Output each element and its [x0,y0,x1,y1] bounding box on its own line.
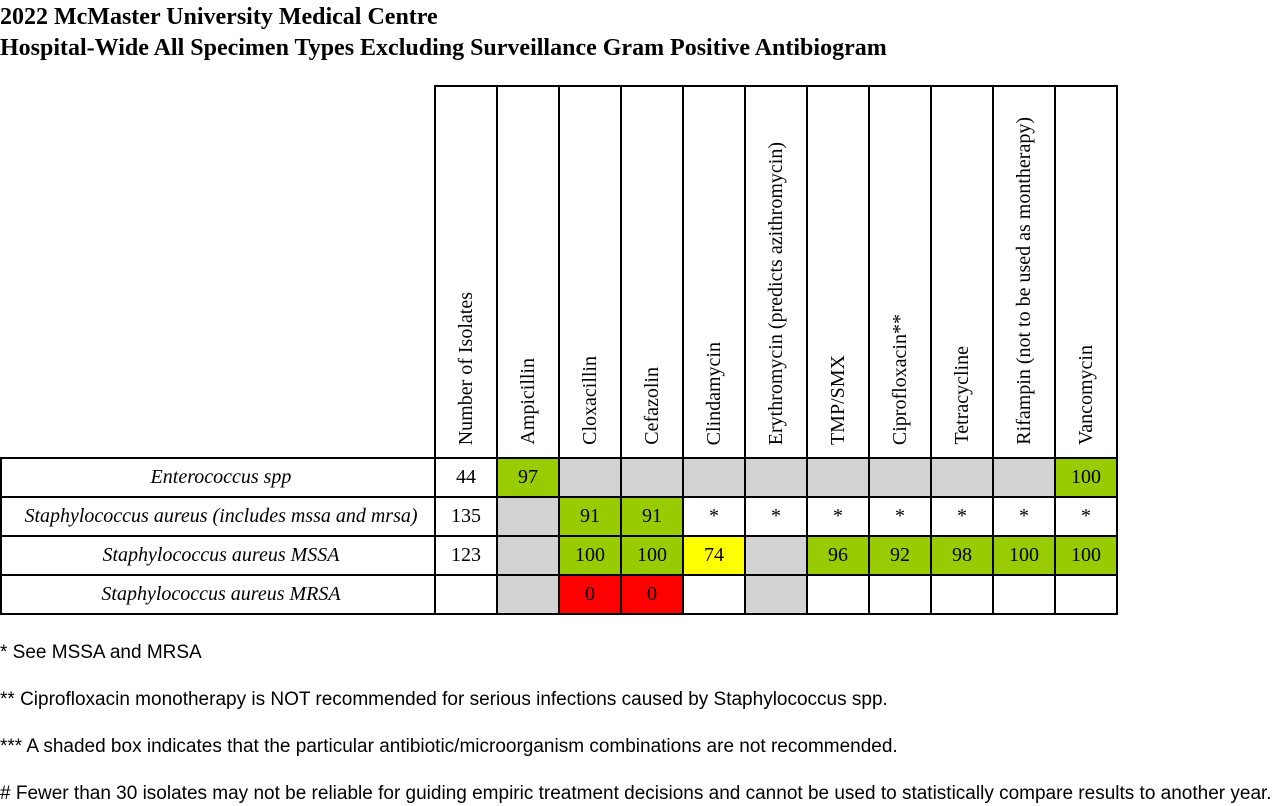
table-cell: 100 [1054,535,1118,576]
table-cell: 0 [558,574,622,615]
table-cell [496,574,560,615]
table-cell: 0 [620,574,684,615]
column-header-label: Clindamycin [703,341,725,445]
table-cell: 91 [558,496,622,537]
organism-name: Staphylococcus aureus (includes mssa and… [0,496,436,537]
column-header: Ciprofloxacin** [868,85,932,459]
table-cell: 100 [620,535,684,576]
table-row: Staphylococcus aureus MSSA 123 100 100 7… [0,535,1118,576]
column-header-label: Cefazolin [641,367,663,445]
table-cell [620,457,684,498]
table-cell: 100 [1054,457,1118,498]
column-header: TMP/SMX [806,85,870,459]
column-header: Cefazolin [620,85,684,459]
column-header-label: Erythromycin (predicts azithromycin) [765,141,787,445]
column-header-label: Cloxacillin [579,356,601,445]
table-cell: * [992,496,1056,537]
column-header-label: Number of Isolates [455,291,477,445]
organism-name: Enterococcus spp [0,457,436,498]
column-header: Cloxacillin [558,85,622,459]
footnote-see-mssa-mrsa: * See MSSA and MRSA [0,642,202,663]
table-cell [868,574,932,615]
column-header-label: Ampicillin [517,358,539,445]
table-cell [992,457,1056,498]
table-cell [682,457,746,498]
column-header: Erythromycin (predicts azithromycin) [744,85,808,459]
column-header: Vancomycin [1054,85,1118,459]
table-cell: * [806,496,870,537]
footnote-shaded-box: *** A shaded box indicates that the part… [0,736,898,757]
column-header: Ampicillin [496,85,560,459]
table-cell [930,574,994,615]
table-cell [496,535,560,576]
page-subtitle: Hospital-Wide All Specimen Types Excludi… [0,35,887,61]
table-cell: * [930,496,994,537]
table-cell: * [868,496,932,537]
table-cell [930,457,994,498]
column-header-label: Tetracycline [951,346,973,445]
table-row: Staphylococcus aureus MRSA 0 0 [0,574,1118,615]
table-cell: 74 [682,535,746,576]
header-row: Number of Isolates Ampicillin Cloxacilli… [1,85,1118,459]
table-cell [744,457,808,498]
table-cell: 123 [434,535,498,576]
table-cell: * [1054,496,1118,537]
table-cell: * [744,496,808,537]
organism-name: Staphylococcus aureus MSSA [0,535,436,576]
table-cell [682,574,746,615]
table-cell: 91 [620,496,684,537]
table-cell: 92 [868,535,932,576]
column-header-label: Vancomycin [1075,345,1097,445]
table-cell: * [682,496,746,537]
footnote-ciprofloxacin: ** Ciprofloxacin monotherapy is NOT reco… [0,689,888,710]
table-cell [806,574,870,615]
column-header: Clindamycin [682,85,746,459]
table-cell: 100 [992,535,1056,576]
table-cell: 97 [496,457,560,498]
table-cell [806,457,870,498]
antibiogram-table: Number of Isolates Ampicillin Cloxacilli… [0,85,1118,615]
page-title: 2022 McMaster University Medical Centre [0,4,438,30]
header-corner [1,86,435,458]
table-cell [434,574,498,615]
table-cell: 135 [434,496,498,537]
column-header: Rifampin (not to be used as montherapy) [992,85,1056,459]
column-header: Tetracycline [930,85,994,459]
column-header-label: Ciprofloxacin** [889,313,911,445]
table-row: Staphylococcus aureus (includes mssa and… [0,496,1118,537]
column-header-label: TMP/SMX [827,354,849,445]
column-header-label: Rifampin (not to be used as montherapy) [1013,117,1035,445]
table-cell [744,574,808,615]
table-cell [558,457,622,498]
table-row: Enterococcus spp 44 97 100 [0,457,1118,498]
table-cell: 96 [806,535,870,576]
footnote-fewer-isolates: # Fewer than 30 isolates may not be reli… [0,783,1272,804]
table-cell [1054,574,1118,615]
table-cell [496,496,560,537]
table-cell: 44 [434,457,498,498]
table-cell: 100 [558,535,622,576]
table-cell [868,457,932,498]
table-cell [992,574,1056,615]
column-header: Number of Isolates [434,85,498,459]
table-cell: 98 [930,535,994,576]
organism-name: Staphylococcus aureus MRSA [0,574,436,615]
table-cell [744,535,808,576]
